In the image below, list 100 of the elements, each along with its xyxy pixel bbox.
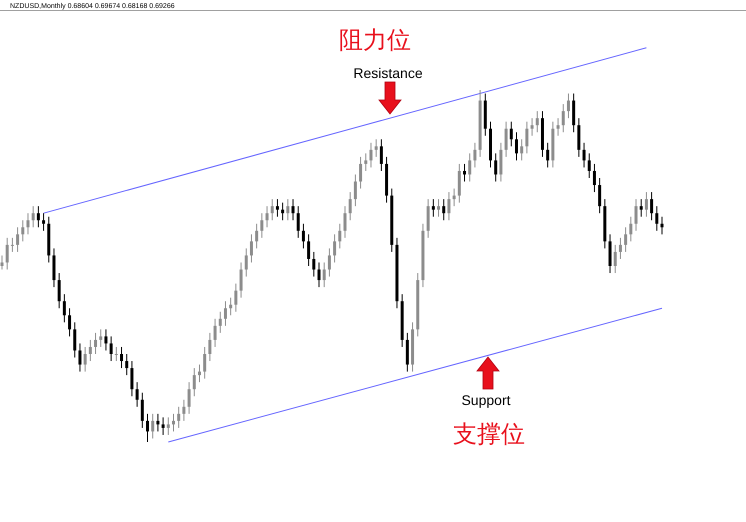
candlestick: [286, 198, 290, 221]
candlestick: [120, 346, 124, 369]
candlestick: [78, 342, 82, 372]
candlestick: [172, 413, 175, 432]
candlestick: [556, 118, 560, 136]
candlestick: [255, 223, 258, 249]
candlestick: [224, 300, 227, 326]
candlestick: [250, 234, 253, 263]
candlestick: [192, 368, 196, 397]
candlestick: [114, 346, 118, 362]
candlestick: [156, 413, 160, 432]
candlestick: [629, 216, 632, 242]
candlestick: [110, 336, 113, 362]
candlestick: [188, 382, 191, 414]
candlestick: [281, 202, 284, 221]
candlestick: [618, 237, 622, 260]
candlestick: [582, 142, 586, 168]
candlestick: [42, 212, 46, 232]
candlestick: [348, 192, 352, 221]
candlestick: [177, 406, 180, 428]
candlestick: [640, 198, 643, 218]
candlestick: [322, 262, 326, 288]
candlestick: [452, 188, 456, 207]
candlestick: [437, 198, 440, 218]
candlestick: [364, 152, 368, 172]
candlestick: [468, 152, 472, 182]
candlestick: [125, 354, 128, 376]
candlestick: [343, 206, 346, 238]
candlestick: [520, 138, 524, 161]
candlestick: [36, 206, 40, 228]
candlestick: [84, 346, 87, 372]
candlestick: [260, 212, 264, 238]
candlestick: [218, 311, 222, 334]
candlestick: [566, 93, 570, 119]
candlestick: [592, 163, 596, 193]
candlestick: [244, 248, 248, 278]
candlestick: [374, 138, 378, 158]
candlestick: [447, 192, 450, 221]
candlestick: [62, 294, 66, 323]
candlestick: [203, 346, 206, 380]
candlestick: [214, 318, 217, 348]
candlestick: [270, 198, 274, 221]
candlestick: [229, 297, 232, 316]
candlestick: [530, 118, 534, 136]
candlestick: [660, 216, 664, 235]
candlestick: [328, 248, 331, 278]
candlestick: [146, 413, 150, 442]
candlestick: [354, 174, 357, 207]
candlestick: [73, 322, 76, 358]
candlestick: [359, 156, 362, 190]
candlestick: [21, 220, 24, 242]
candlestick: [88, 339, 92, 362]
candlestick: [208, 332, 212, 362]
candlestick: [166, 416, 170, 436]
candlestick: [536, 110, 539, 133]
candlestick: [432, 198, 435, 218]
candlestick: [546, 142, 550, 168]
candlestick: [634, 198, 638, 232]
candlestick: [302, 223, 305, 249]
candlestick: [514, 132, 518, 161]
candlestick: [504, 121, 508, 158]
candlestick: [266, 206, 269, 228]
candlestick: [338, 223, 342, 249]
candlestick: [380, 138, 383, 172]
candlestick: [58, 272, 61, 309]
annotation: Support: [461, 392, 511, 408]
candlestick: [136, 382, 139, 408]
annotation: Resistance: [353, 65, 423, 81]
candlestick: [562, 104, 565, 133]
candlestick: [473, 142, 476, 168]
candlestick: [151, 413, 154, 439]
candlestick: [292, 198, 295, 221]
candlestick: [598, 178, 602, 214]
candlestick: [650, 192, 654, 221]
candlestick: [198, 364, 201, 383]
candlestick: [644, 192, 648, 218]
candlestick: [10, 237, 14, 252]
candlestick: [312, 251, 316, 278]
candlestick: [234, 283, 238, 312]
candlestick: [140, 392, 144, 428]
candlestick: [16, 226, 20, 252]
candlestick: [494, 152, 498, 182]
candlestick: [99, 328, 102, 348]
candlestick: [240, 262, 243, 298]
candlestick: [307, 234, 310, 266]
candlestick: [318, 262, 321, 288]
candlestick: [369, 142, 372, 168]
candlestick: [68, 308, 72, 337]
candlestick: [162, 416, 165, 436]
candlestick: [614, 244, 617, 274]
candlestick: [296, 206, 300, 238]
candlestick: [276, 198, 279, 218]
candlestick: [104, 328, 108, 351]
candlestick: [182, 399, 186, 422]
candlestick: [130, 360, 134, 397]
candlestick: [624, 226, 628, 252]
candlestick: [525, 121, 528, 154]
candlestick: [94, 332, 98, 354]
candlestick: [442, 198, 446, 221]
candlestick: [6, 237, 9, 270]
